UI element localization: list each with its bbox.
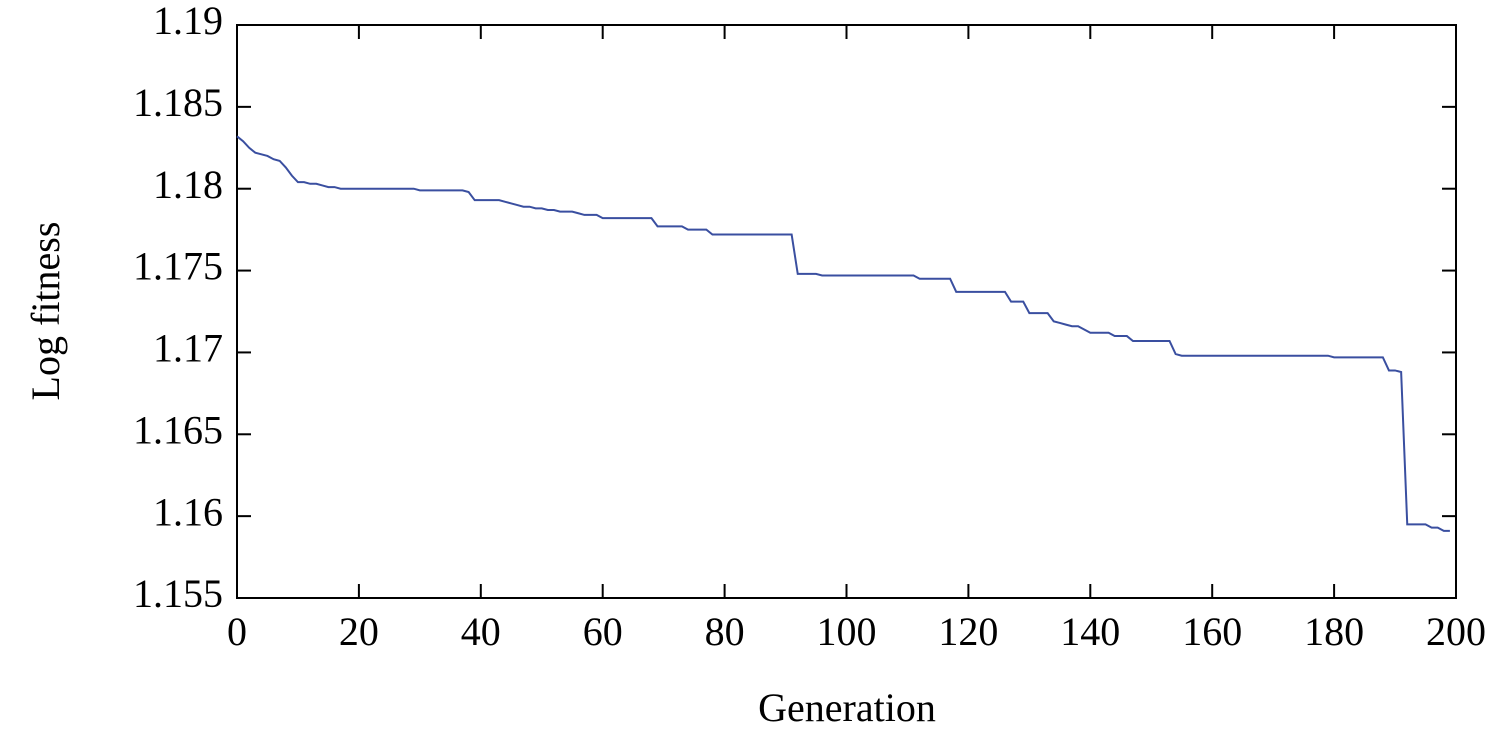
y-tick-label: 1.17: [153, 326, 223, 371]
x-tick-label: 60: [583, 609, 623, 654]
y-tick-label: 1.185: [133, 80, 223, 125]
x-tick-label: 100: [817, 609, 877, 654]
y-tick-label: 1.165: [133, 407, 223, 452]
x-tick-label: 40: [461, 609, 501, 654]
x-tick-label: 140: [1060, 609, 1120, 654]
data-line: [236, 135, 1450, 532]
x-axis-label: Generation: [758, 685, 936, 730]
x-tick-label: 0: [227, 609, 247, 654]
y-tick-label: 1.155: [133, 571, 223, 616]
x-tick-label: 20: [339, 609, 379, 654]
y-tick-label: 1.175: [133, 244, 223, 289]
y-tick-label: 1.18: [153, 162, 223, 207]
x-tick-label: 120: [938, 609, 998, 654]
x-tick-label: 80: [705, 609, 745, 654]
y-axis-label: Log fitness: [23, 222, 68, 401]
y-tick-label: 1.19: [153, 0, 223, 43]
x-tick-label: 180: [1304, 609, 1364, 654]
plot-frame: [236, 24, 1457, 599]
y-tick-label: 1.16: [153, 489, 223, 534]
x-tick-label: 160: [1182, 609, 1242, 654]
x-tick-label: 200: [1426, 609, 1486, 654]
